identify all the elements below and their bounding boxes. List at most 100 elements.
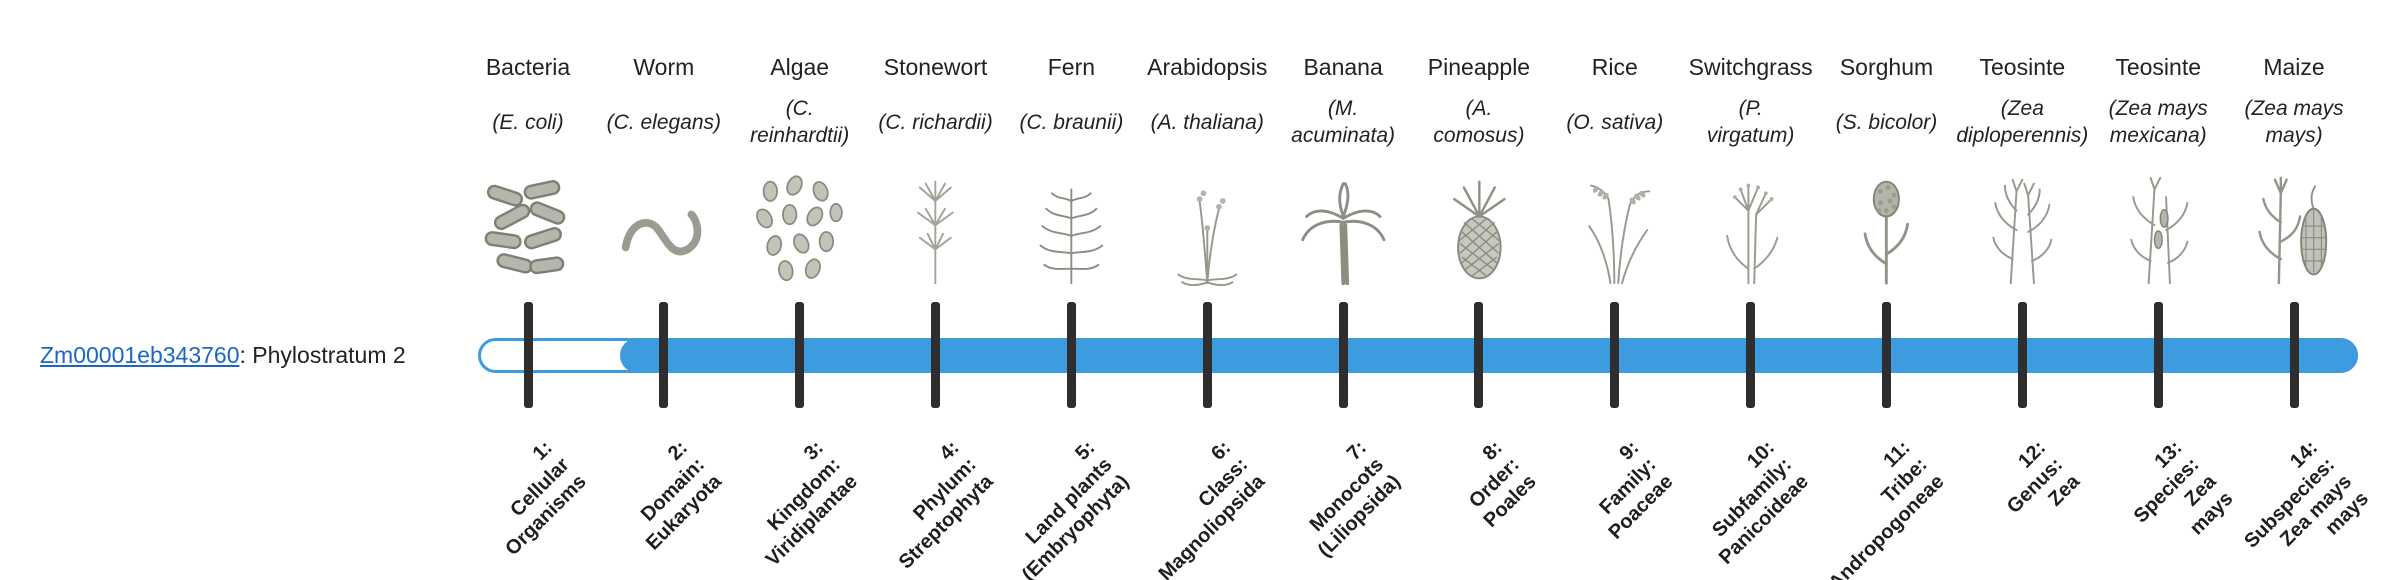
stratum-label: 10: Subfamily: Panicoideae — [1680, 436, 1813, 569]
organism-common-name: Bacteria — [485, 54, 571, 80]
arabidopsis-icon — [1159, 168, 1256, 288]
algae-icon — [751, 168, 848, 288]
scientific-name-line: (Zea mays — [2244, 97, 2344, 120]
stratum-label: 6: Class: Magnoliopsida — [1120, 436, 1270, 580]
scientific-name-line: (O. sativa) — [1566, 110, 1664, 134]
scientific-name-line: comosus) — [1433, 124, 1525, 147]
organism-common-name: Worm — [633, 54, 695, 80]
teosinte-icon — [1974, 168, 2071, 288]
organism-scientific-name: (M. acuminata) — [1291, 82, 1395, 162]
organism-common-name: Algae — [770, 54, 830, 80]
bacteria-icon — [480, 168, 577, 288]
organism-header-6: Arabidopsis (A. thaliana) — [1119, 52, 1295, 288]
organism-common-name: Maize — [2263, 54, 2325, 80]
organism-header-9: Rice (O. sativa) — [1527, 52, 1703, 288]
scientific-name-line: (C. richardii) — [878, 110, 993, 134]
organism-header-4: Stonewort (C. richardii) — [848, 52, 1024, 288]
stratum-label: 13: Species: Zea mays — [2112, 436, 2238, 562]
phylostratum-text: : Phylostratum 2 — [239, 342, 406, 368]
scientific-name-line: (P. — [1738, 97, 1763, 120]
scientific-name-line: acuminata) — [1291, 124, 1396, 147]
gene-phylostratum-label: Zm00001eb343760: Phylostratum 2 — [40, 341, 406, 369]
scientific-name-line: (C. — [785, 97, 814, 120]
organism-header-2: Worm (C. elegans) — [576, 52, 752, 288]
sorghum-icon — [1838, 168, 1935, 288]
scientific-name-line: (M. — [1327, 97, 1359, 120]
scientific-name-line: diploperennis) — [1956, 124, 2089, 147]
organism-header-7: Banana (M. acuminata) — [1255, 52, 1431, 288]
tick-mark — [523, 302, 533, 408]
stratum-label: 2: Domain: Eukaryota — [607, 436, 726, 555]
fern-icon — [1023, 168, 1120, 288]
tick-mark — [1610, 302, 1620, 408]
stonewort-icon — [887, 168, 984, 288]
teosinte2-icon — [2110, 168, 2207, 288]
tick-mark — [1474, 302, 1484, 408]
organism-common-name: Fern — [1047, 54, 1096, 80]
pineapple-icon — [1431, 168, 1528, 288]
stratum-label: 1: Cellular Organisms — [466, 436, 591, 561]
scientific-name-line: virgatum) — [1706, 124, 1795, 147]
stratum-label: 12: Genus: Zea — [1986, 436, 2086, 536]
rice-icon — [1566, 168, 1663, 288]
stratum-label: 14: Subspecies: Zea mays mays — [2223, 436, 2374, 580]
tick-mark — [2289, 302, 2299, 408]
scientific-name-line: mays) — [2265, 124, 2323, 147]
switchgrass-icon — [1702, 168, 1799, 288]
organism-scientific-name: (A. thaliana) — [1151, 82, 1264, 162]
organism-common-name: Banana — [1303, 54, 1383, 80]
organism-scientific-name: (C. reinhardtii) — [750, 82, 849, 162]
stratum-label: 5: Land plants (Embryophyta) — [984, 436, 1135, 580]
tick-mark — [659, 302, 669, 408]
organism-header-3: Algae (C. reinhardtii) — [712, 52, 888, 288]
organism-scientific-name: (Zea mays mexicana) — [2109, 82, 2208, 162]
tick-mark — [1746, 302, 1756, 408]
tick-mark — [1202, 302, 1212, 408]
organism-header-1: Bacteria (E. coli) — [440, 52, 616, 288]
scientific-name-line: (A. — [1465, 97, 1493, 120]
stratum-label: 3: Kingdom: Viridiplantae — [727, 436, 863, 572]
organism-common-name: Switchgrass — [1688, 54, 1813, 80]
scientific-name-line: (E. coli) — [492, 110, 564, 134]
scientific-name-line: (A. thaliana) — [1150, 110, 1264, 134]
organism-common-name: Teosinte — [1979, 54, 2066, 80]
stratum-label: 8: Order: Poales — [1445, 436, 1542, 533]
tick-mark — [1066, 302, 1076, 408]
tick-mark — [1882, 302, 1891, 408]
stratum-label: 4: Phylum: Streptophyta — [860, 436, 998, 574]
organism-scientific-name: (C. richardii) — [878, 82, 992, 162]
organism-scientific-name: (O. sativa) — [1566, 82, 1663, 162]
organism-header-12: Teosinte (Zea diploperennis) — [1934, 52, 2110, 288]
tick-mark — [2153, 302, 2163, 408]
phylostrata-bar-fill — [619, 338, 2358, 373]
organism-header-14: Maize (Zea mays mays) — [2206, 52, 2382, 288]
scientific-name-line: reinhardtii) — [750, 124, 850, 147]
organism-common-name: Pineapple — [1427, 54, 1531, 80]
organism-header-5: Fern (C. braunii) — [983, 52, 1159, 288]
organism-common-name: Sorghum — [1839, 54, 1934, 80]
banana-icon — [1295, 168, 1392, 288]
organism-scientific-name: (E. coli) — [492, 82, 563, 162]
organism-header-8: Pineapple (A. comosus) — [1391, 52, 1567, 288]
organism-scientific-name: (Zea diploperennis) — [1956, 82, 2088, 162]
gene-id-link[interactable]: Zm00001eb343760 — [40, 342, 240, 368]
scientific-name-line: (S. bicolor) — [1835, 110, 1938, 134]
scientific-name-line: (Zea — [2000, 97, 2044, 120]
organism-header-10: Switchgrass (P. virgatum) — [1663, 52, 1839, 288]
organism-scientific-name: (Zea mays mays) — [2244, 82, 2343, 162]
scientific-name-line: (C. elegans) — [606, 110, 722, 134]
organism-header-13: Teosinte (Zea mays mexicana) — [2070, 52, 2246, 288]
stratum-label: 7: Monocots (Liliopsida) — [1280, 436, 1406, 562]
tick-mark — [931, 302, 941, 408]
stratum-label: 9: Family: Poaceae — [1569, 436, 1677, 544]
tick-mark — [2017, 302, 2027, 408]
scientific-name-line: mexicana) — [2109, 124, 2207, 147]
stratum-label: 11: Tribe: Andropogoneae — [1790, 436, 1949, 580]
organism-common-name: Teosinte — [2115, 54, 2202, 80]
scientific-name-line: (C. braunii) — [1019, 110, 1124, 134]
organism-common-name: Stonewort — [883, 54, 988, 80]
organism-scientific-name: (C. elegans) — [607, 82, 721, 162]
organism-scientific-name: (A. comosus) — [1433, 82, 1524, 162]
organism-scientific-name: (S. bicolor) — [1836, 82, 1938, 162]
tick-mark — [1338, 302, 1348, 408]
